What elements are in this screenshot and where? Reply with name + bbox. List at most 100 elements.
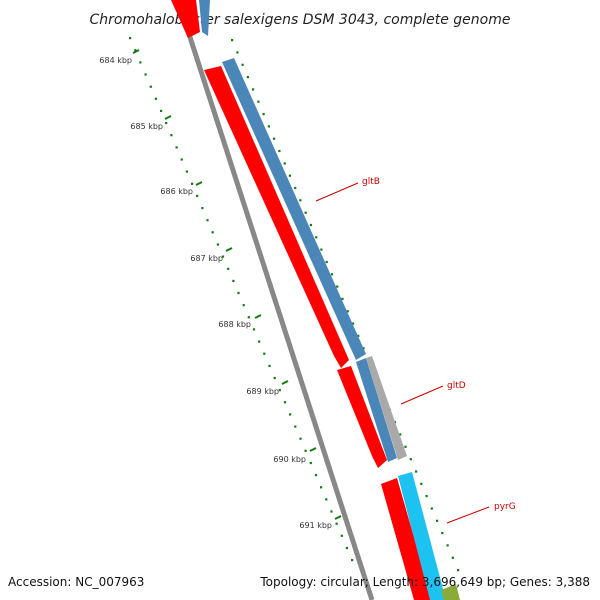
track-feature-cyan (398, 472, 446, 600)
minor-tick-dot (340, 534, 343, 537)
minor-tick-dot (341, 297, 344, 300)
minor-tick-dot (170, 134, 173, 137)
minor-tick-dot (175, 146, 178, 149)
minor-tick-dot (362, 347, 365, 350)
minor-tick-dot (257, 100, 260, 103)
minor-tick-dot (320, 486, 323, 489)
minor-tick-dot (258, 340, 261, 343)
minor-tick-dot (335, 522, 338, 525)
minor-tick-dot (252, 328, 256, 331)
cds-feature-forward (171, 0, 200, 38)
minor-tick-dot (231, 39, 234, 42)
minor-tick-dot (236, 51, 239, 54)
minor-tick-dot (268, 364, 271, 367)
minor-tick-dot (315, 236, 318, 239)
minor-tick-dot (336, 285, 339, 288)
major-tick-688 (254, 314, 262, 319)
minor-tick-dot (346, 310, 349, 313)
genome-summary-text: Topology: circular; Length: 3,696,649 bp… (259, 575, 590, 589)
track-feature-blue (199, 0, 210, 36)
minor-tick-dot (211, 231, 214, 234)
minor-tick-dot (149, 85, 152, 88)
minor-tick-dot (263, 352, 266, 355)
map-title: Chromohalobacter salexigens DSM 3043, co… (90, 12, 511, 28)
track-feature-olive (441, 584, 460, 600)
minor-tick-dot (425, 495, 428, 498)
minor-tick-dot (399, 433, 402, 436)
cds-feature-gltB (204, 66, 349, 368)
minor-tick-dot (283, 162, 286, 165)
minor-tick-dot (289, 413, 292, 416)
minor-tick-dot (304, 211, 307, 214)
track-feature-blue-short (356, 358, 397, 462)
minor-tick-dot (246, 76, 249, 79)
outer-minor-ticks (231, 39, 460, 572)
minor-tick-dot (294, 425, 297, 428)
minor-tick-dot (325, 260, 328, 264)
minor-tick-dot (154, 97, 157, 100)
minor-tick-dot (262, 113, 265, 116)
minor-tick-dot (409, 458, 412, 461)
tick-label-686: 686 kbp (160, 187, 193, 196)
minor-tick-dot (144, 73, 147, 76)
tick-label-685: 685 kbp (130, 122, 163, 131)
minor-tick-dot (351, 322, 355, 325)
minor-tick-dot (294, 186, 297, 190)
major-tick-689 (281, 380, 289, 385)
minor-tick-dot (241, 63, 244, 66)
cds-feature-pyrG (381, 478, 432, 600)
cds-feature-gltD (337, 366, 387, 468)
minor-tick-dot (196, 194, 199, 197)
track-feature-gray (366, 356, 407, 460)
minor-tick-dot (232, 279, 235, 282)
minor-tick-dot (325, 498, 328, 501)
minor-tick-dot (180, 158, 183, 161)
major-tick-686 (195, 181, 203, 186)
gene-label-gltB: gltB (362, 177, 380, 187)
minor-tick-dot (345, 546, 348, 550)
major-tick-684 (132, 49, 140, 54)
leader-line-gltD (400, 385, 444, 405)
major-tick-687 (225, 247, 233, 252)
minor-tick-dot (191, 182, 194, 185)
minor-tick-dot (309, 461, 312, 465)
minor-tick-dot (139, 61, 142, 64)
minor-tick-dot (446, 544, 449, 547)
minor-tick-dot (252, 88, 255, 91)
minor-tick-dot (330, 273, 334, 276)
minor-tick-dot (309, 223, 312, 227)
minor-tick-dot (288, 174, 291, 177)
minor-tick-dot (267, 125, 270, 128)
leader-line-gltB (315, 182, 359, 202)
minor-tick-dot (299, 437, 302, 440)
tick-label-690: 690 kbp (273, 455, 306, 464)
minor-tick-dot (330, 510, 333, 513)
minor-tick-dot (216, 243, 219, 246)
minor-tick-dot (160, 109, 163, 112)
accession-text: Accession: NC_007963 (8, 575, 144, 589)
minor-tick-dot (357, 334, 360, 337)
minor-tick-dot (273, 137, 276, 140)
inner-minor-ticks (129, 37, 354, 562)
minor-tick-dot (304, 449, 307, 452)
major-tick-685 (164, 115, 172, 120)
minor-tick-dot (441, 532, 444, 535)
minor-tick-dot (320, 248, 323, 251)
minor-tick-dot (221, 255, 225, 258)
minor-tick-dot (237, 291, 240, 295)
minor-tick-dot (206, 219, 209, 222)
tick-label-691: 691 kbp (299, 521, 332, 530)
leader-line-pyrG (446, 506, 490, 524)
genome-backbone (175, 0, 375, 600)
minor-tick-dot (129, 37, 132, 40)
major-tick-690 (309, 447, 317, 452)
minor-tick-dot (247, 316, 250, 319)
minor-tick-dot (185, 170, 188, 173)
minor-tick-dot (299, 199, 302, 202)
minor-tick-dot (415, 470, 418, 473)
minor-tick-dot (165, 122, 168, 125)
gene-label-gltD: gltD (447, 381, 466, 391)
track-feature-blue-long (222, 58, 366, 360)
